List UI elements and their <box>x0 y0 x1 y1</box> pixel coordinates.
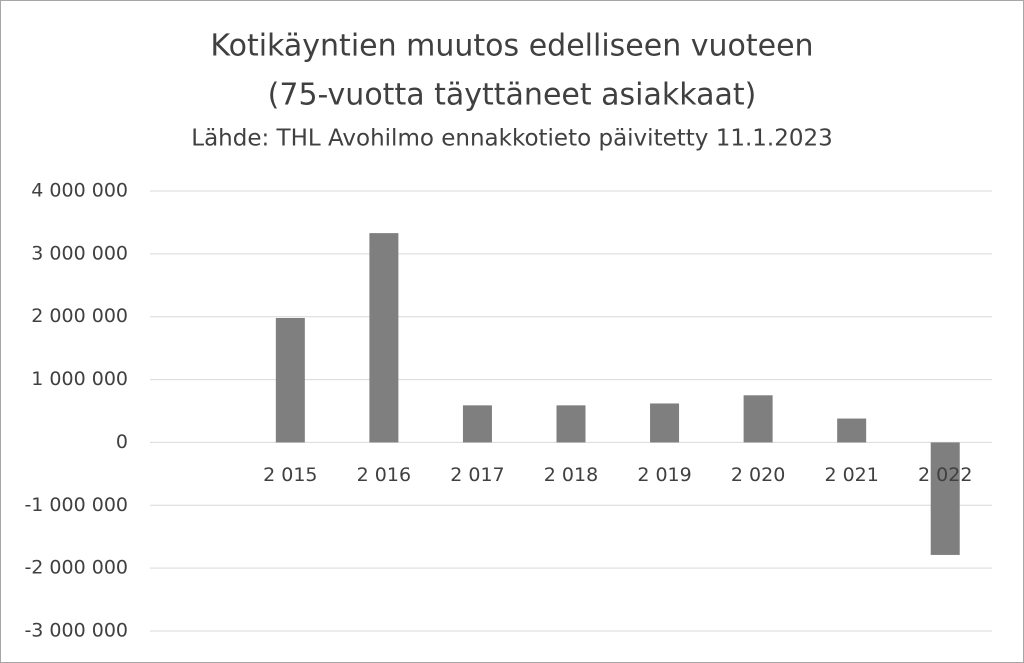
bar <box>462 405 492 443</box>
bar <box>275 317 305 443</box>
chart-subtitle: Lähde: THL Avohilmo ennakkotieto päivite… <box>191 126 833 152</box>
bar <box>837 418 867 443</box>
y-tick-label: 4 000 000 <box>31 180 128 202</box>
y-tick-label: 0 <box>116 431 128 453</box>
y-tick-label: -3 000 000 <box>24 620 128 642</box>
x-tick-label: 2 015 <box>263 464 317 486</box>
chart-title: Kotikäyntien muutos edelliseen vuoteen <box>210 29 813 64</box>
y-tick-label: 3 000 000 <box>31 242 128 264</box>
x-tick-label: 2 016 <box>357 464 411 486</box>
chart-title: (75-vuotta täyttäneet asiakkaat) <box>268 78 757 113</box>
y-tick-label: 1 000 000 <box>31 368 128 390</box>
bar <box>556 405 586 443</box>
y-tick-label: -2 000 000 <box>24 557 128 579</box>
bar <box>743 395 773 443</box>
bar <box>930 442 960 555</box>
x-tick-label: 2 018 <box>544 464 598 486</box>
x-tick-label: 2 022 <box>918 464 972 486</box>
bar <box>369 233 399 443</box>
x-tick-label: 2 019 <box>637 464 691 486</box>
y-tick-label: -1 000 000 <box>24 494 128 516</box>
x-tick-label: 2 020 <box>731 464 785 486</box>
y-tick-label: 2 000 000 <box>31 305 128 327</box>
x-tick-label: 2 021 <box>824 464 878 486</box>
bar <box>650 403 680 443</box>
x-tick-label: 2 017 <box>450 464 504 486</box>
